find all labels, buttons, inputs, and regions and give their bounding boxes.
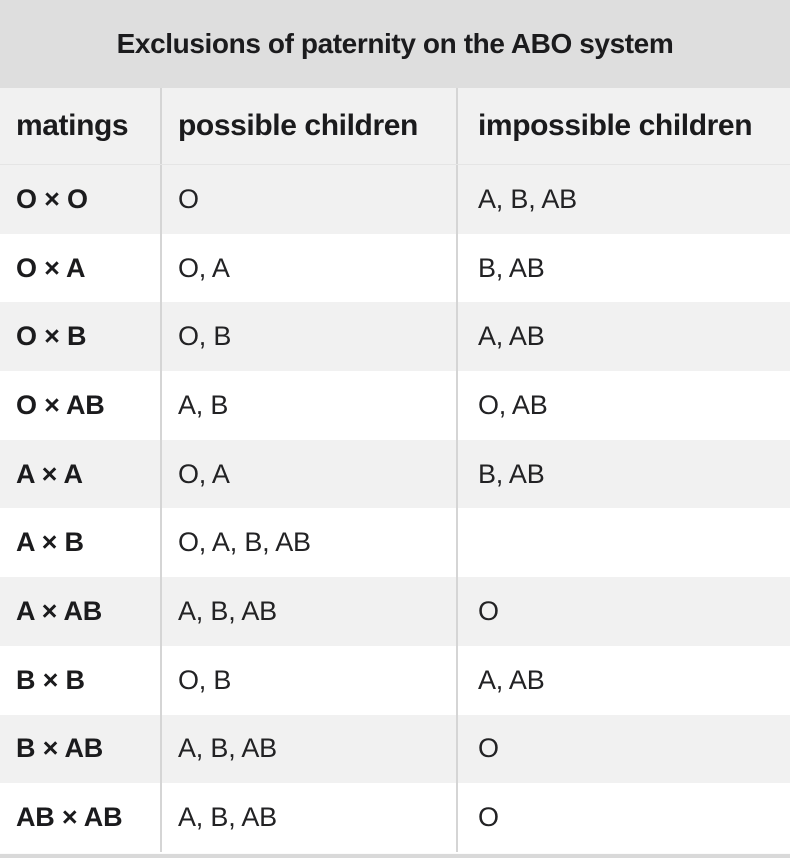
possible-children-cell: O, A bbox=[160, 233, 456, 303]
impossible-children-cell: A, AB bbox=[456, 645, 790, 715]
possible-children-cell: O, A, B, AB bbox=[160, 508, 456, 578]
impossible-children-cell bbox=[456, 508, 790, 578]
possible-children-cell: O, B bbox=[160, 645, 456, 715]
impossible-children-cell: A, AB bbox=[456, 302, 790, 372]
mating-cell: A × AB bbox=[16, 595, 103, 626]
table-row: B × AB A, B, AB O bbox=[0, 714, 790, 784]
mating-cell: O × O bbox=[16, 183, 88, 214]
paternity-table: matings possible children impossible chi… bbox=[0, 88, 790, 852]
table-row: O × AB A, B O, AB bbox=[0, 371, 790, 440]
possible-children-cell: O, B bbox=[160, 302, 456, 372]
possible-children-cell: O, A bbox=[160, 439, 456, 509]
impossible-children-cell: B, AB bbox=[456, 439, 790, 509]
table-row: AB × AB A, B, AB O bbox=[0, 783, 790, 852]
table-title: Exclusions of paternity on the ABO syste… bbox=[116, 28, 674, 59]
table-title-bar: Exclusions of paternity on the ABO syste… bbox=[0, 0, 790, 88]
mating-cell: B × B bbox=[16, 664, 85, 695]
mating-cell: O × A bbox=[16, 252, 86, 283]
mating-cell: A × A bbox=[16, 458, 83, 489]
table-row: O × B O, B A, AB bbox=[0, 302, 790, 372]
table-row: O × A O, A B, AB bbox=[0, 233, 790, 303]
possible-children-cell: A, B, AB bbox=[160, 783, 456, 852]
impossible-children-cell: O bbox=[456, 577, 790, 646]
mating-cell: O × B bbox=[16, 321, 87, 352]
table-row: A × AB A, B, AB O bbox=[0, 577, 790, 646]
possible-children-cell: A, B, AB bbox=[160, 714, 456, 784]
table-header-row: matings possible children impossible chi… bbox=[0, 88, 790, 165]
mating-cell: AB × AB bbox=[16, 802, 123, 833]
impossible-children-cell: A, B, AB bbox=[456, 165, 790, 234]
impossible-children-cell: O bbox=[456, 714, 790, 784]
header-possible-children: possible children bbox=[160, 88, 456, 164]
mating-cell: O × AB bbox=[16, 389, 105, 420]
table-row: O × O O A, B, AB bbox=[0, 165, 790, 234]
mating-cell: B × AB bbox=[16, 733, 104, 764]
table-row: B × B O, B A, AB bbox=[0, 645, 790, 715]
impossible-children-cell: O bbox=[456, 783, 790, 852]
possible-children-cell: A, B, AB bbox=[160, 577, 456, 646]
header-impossible-children: impossible children bbox=[456, 88, 790, 164]
mating-cell: A × B bbox=[16, 527, 84, 558]
header-matings: matings bbox=[16, 109, 129, 142]
possible-children-cell: A, B bbox=[160, 371, 456, 440]
possible-children-cell: O bbox=[160, 165, 456, 234]
table-row: A × B O, A, B, AB bbox=[0, 508, 790, 578]
impossible-children-cell: O, AB bbox=[456, 371, 790, 440]
table-row: A × A O, A B, AB bbox=[0, 439, 790, 509]
bottom-strip bbox=[0, 853, 790, 858]
impossible-children-cell: B, AB bbox=[456, 233, 790, 303]
